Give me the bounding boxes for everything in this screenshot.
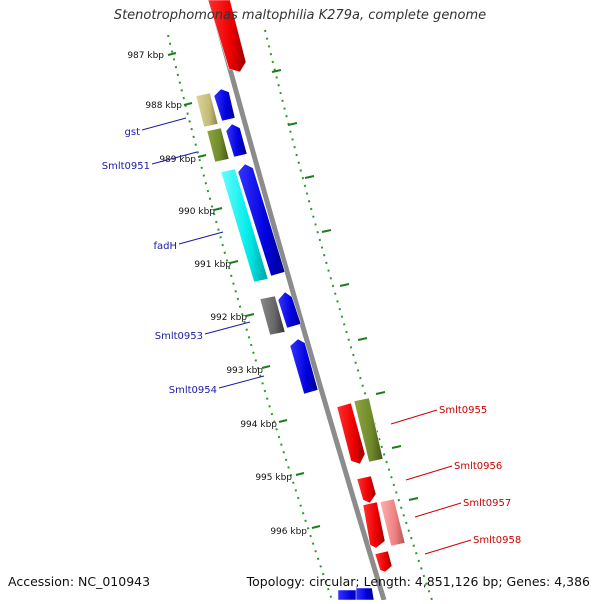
gene-label-smlt0953[interactable]: Smlt0953 xyxy=(155,331,203,342)
scale-tick xyxy=(167,52,177,56)
gene-label-smlt0955[interactable]: Smlt0955 xyxy=(439,405,487,416)
scale-label: 990 kbp xyxy=(178,207,215,217)
gene-label-fadh[interactable]: fadH xyxy=(153,241,177,252)
gene-feature[interactable] xyxy=(374,550,393,573)
gene-feature[interactable] xyxy=(225,123,248,158)
gene-label-leader xyxy=(204,321,251,335)
scale-label: 994 kbp xyxy=(240,420,277,430)
gene-label-leader xyxy=(424,539,472,555)
outer-tick-marks xyxy=(271,69,419,501)
scale-label: 996 kbp xyxy=(270,527,307,537)
scale-tick xyxy=(295,472,305,476)
gene-label-leader xyxy=(414,502,462,518)
inner-scale-track xyxy=(167,34,333,601)
scale-tick xyxy=(229,260,239,264)
gene-feature[interactable] xyxy=(379,498,406,547)
scale-tick xyxy=(311,525,321,529)
gene-feature[interactable] xyxy=(259,295,286,336)
scale-label: 993 kbp xyxy=(226,366,263,376)
scale-ticks xyxy=(167,52,321,529)
scale-tick xyxy=(245,313,255,317)
genome-summary-text: Topology: circular; Length: 4,851,126 bp… xyxy=(246,574,590,589)
scale-label: 988 kbp xyxy=(145,101,182,111)
gene-feature[interactable] xyxy=(206,127,230,163)
gene-label-leader xyxy=(390,409,438,425)
gene-feature[interactable] xyxy=(207,0,247,73)
scale-tick xyxy=(261,365,271,369)
scale-tick xyxy=(183,102,193,106)
gene-feature[interactable] xyxy=(277,291,302,329)
gene-feature[interactable] xyxy=(362,501,386,549)
gene-label-smlt0956[interactable]: Smlt0956 xyxy=(454,461,502,472)
gene-label-smlt0957[interactable]: Smlt0957 xyxy=(463,498,511,509)
scale-label: 991 kbp xyxy=(194,260,231,270)
gene-feature[interactable] xyxy=(220,168,269,283)
gene-label-smlt0954[interactable]: Smlt0954 xyxy=(169,385,217,396)
gene-feature[interactable] xyxy=(356,475,377,504)
gene-label-leader xyxy=(218,375,265,389)
accession-text: Accession: NC_010943 xyxy=(8,574,151,589)
gene-label-smlt0951[interactable]: Smlt0951 xyxy=(102,161,150,172)
forward-strand-genes xyxy=(207,0,406,601)
reverse-strand-genes xyxy=(195,88,319,395)
gene-label-gst[interactable]: gst xyxy=(125,127,141,138)
scale-label: 987 kbp xyxy=(127,51,164,61)
gene-feature[interactable] xyxy=(237,163,286,277)
gene-feature[interactable] xyxy=(289,338,319,395)
scale-tick xyxy=(197,154,207,158)
scale-label: 989 kbp xyxy=(159,155,196,165)
sequence-backbone xyxy=(208,0,387,601)
gene-feature[interactable] xyxy=(336,402,366,465)
gene-label-leader xyxy=(141,117,187,131)
gene-label-leader xyxy=(405,465,453,481)
gene-label-smlt0958[interactable]: Smlt0958 xyxy=(473,535,521,546)
scale-label: 995 kbp xyxy=(255,473,292,483)
gene-label-leader xyxy=(151,151,198,165)
map-title: Stenotrophomonas maltophilia K279a, comp… xyxy=(113,8,487,23)
scale-tick xyxy=(213,207,223,211)
scale-label: 992 kbp xyxy=(210,313,247,323)
scale-tick xyxy=(278,419,288,423)
gene-label-leader xyxy=(178,231,224,245)
gene-feature[interactable] xyxy=(195,92,219,128)
gene-feature[interactable] xyxy=(353,397,384,463)
gene-feature[interactable] xyxy=(355,587,375,601)
gene-feature[interactable] xyxy=(213,88,236,122)
